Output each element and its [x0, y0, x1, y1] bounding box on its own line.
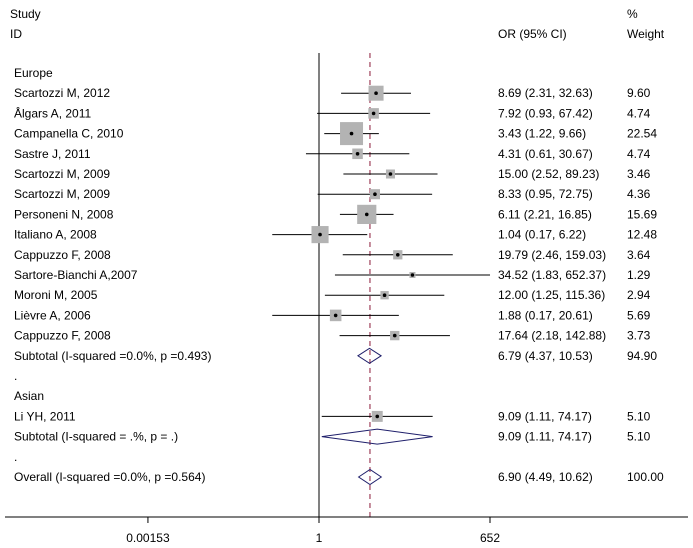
point-estimate [355, 152, 360, 156]
study-label: Li YH, 2011 [14, 409, 76, 423]
weight-value: 3.64 [627, 248, 651, 262]
point-estimate [349, 131, 354, 136]
or-ci-value: 3.43 (1.22, 9.66) [498, 127, 586, 141]
study-label: Italiano A, 2008 [14, 228, 97, 242]
study-label: Moroni M, 2005 [14, 288, 98, 302]
point-estimate [410, 273, 415, 277]
study-label: Scartozzi M, 2012 [14, 86, 110, 100]
point-estimate [392, 333, 397, 338]
study-label: Cappuzzo F, 2008 [14, 248, 111, 262]
weight-value: 5.69 [627, 308, 651, 322]
spacer-label: . [14, 450, 17, 464]
header-or-ci: OR (95% CI) [498, 27, 567, 41]
weight-value: 5.10 [627, 409, 651, 423]
study-label: Sartore-Bianchi A,2007 [14, 268, 138, 282]
point-estimate [388, 172, 393, 176]
or-ci-value: 8.33 (0.95, 72.75) [498, 187, 593, 201]
point-estimate [371, 111, 376, 116]
study-label: Personeni N, 2008 [14, 207, 114, 221]
subtotal-label: Subtotal (I-squared = .%, p = .) [14, 430, 178, 444]
point-estimate [374, 91, 378, 95]
point-estimate [333, 313, 338, 318]
weight-value: 5.10 [627, 430, 651, 444]
weight-value: 4.74 [627, 147, 651, 161]
subtotal-diamond [356, 347, 383, 364]
overall-label: Overall (I-squared =0.0%, p =0.564) [14, 470, 205, 484]
subtotal-label: Subtotal (I-squared =0.0%, p =0.493) [14, 349, 211, 363]
weight-value: 4.74 [627, 106, 651, 120]
study-label: Lièvre A, 2006 [14, 308, 91, 322]
or-ci-value: 1.88 (0.17, 20.61) [498, 308, 593, 322]
point-estimate [318, 232, 322, 237]
point-estimate [373, 192, 377, 196]
group-label: Europe [14, 66, 53, 80]
group-label: Asian [14, 389, 44, 403]
study-label: Cappuzzo F, 2008 [14, 329, 111, 343]
or-ci-value: 6.11 (2.21, 16.85) [498, 207, 592, 221]
or-ci-value: 34.52 (1.83, 652.37) [498, 268, 606, 282]
weight-value: 3.73 [627, 329, 651, 343]
header-weight: Weight [627, 27, 665, 41]
or-ci-value: 17.64 (2.18, 142.88) [498, 329, 606, 343]
or-ci-value: 6.79 (4.37, 10.53) [498, 349, 593, 363]
or-ci-value: 7.92 (0.93, 67.42) [498, 106, 593, 120]
weight-value: 12.48 [627, 228, 657, 242]
header-id: ID [10, 27, 22, 41]
point-estimate [382, 293, 387, 298]
or-ci-value: 1.04 (0.17, 6.22) [498, 228, 586, 242]
study-label: Sastre J, 2011 [14, 147, 91, 161]
subtotal-diamond [321, 428, 433, 445]
study-label: Campanella C, 2010 [14, 127, 124, 141]
weight-value: 4.36 [627, 187, 651, 201]
weight-value: 94.90 [627, 349, 657, 363]
x-tick-label: 0.00153 [126, 531, 170, 545]
point-estimate [395, 253, 400, 257]
weight-value: 2.94 [627, 288, 651, 302]
weight-value: 3.46 [627, 167, 651, 181]
weight-value: 22.54 [627, 127, 657, 141]
weight-value: 100.00 [627, 470, 664, 484]
overall-diamond [357, 468, 383, 486]
header-study: Study [10, 7, 41, 21]
x-tick-label: 1 [316, 531, 323, 545]
study-label: Ålgars A, 2011 [14, 105, 91, 120]
or-ci-value: 9.09 (1.11, 74.17) [498, 430, 592, 444]
point-estimate [375, 414, 380, 419]
study-label: Scartozzi M, 2009 [14, 167, 110, 181]
or-ci-value: 19.79 (2.46, 159.03) [498, 248, 606, 262]
or-ci-value: 4.31 (0.61, 30.67) [498, 147, 593, 161]
spacer-label: . [14, 369, 17, 383]
or-ci-value: 9.09 (1.11, 74.17) [498, 409, 592, 423]
weight-value: 15.69 [627, 207, 657, 221]
weight-value: 1.29 [627, 268, 651, 282]
weight-value: 9.60 [627, 86, 651, 100]
point-estimate [364, 212, 369, 217]
or-ci-value: 6.90 (4.49, 10.62) [498, 470, 593, 484]
header-percent: % [627, 7, 638, 21]
or-ci-value: 8.69 (2.31, 32.63) [498, 86, 593, 100]
study-label: Scartozzi M, 2009 [14, 187, 110, 201]
x-tick-label: 652 [480, 531, 500, 545]
or-ci-value: 12.00 (1.25, 115.36) [498, 288, 605, 302]
or-ci-value: 15.00 (2.52, 89.23) [498, 167, 599, 181]
